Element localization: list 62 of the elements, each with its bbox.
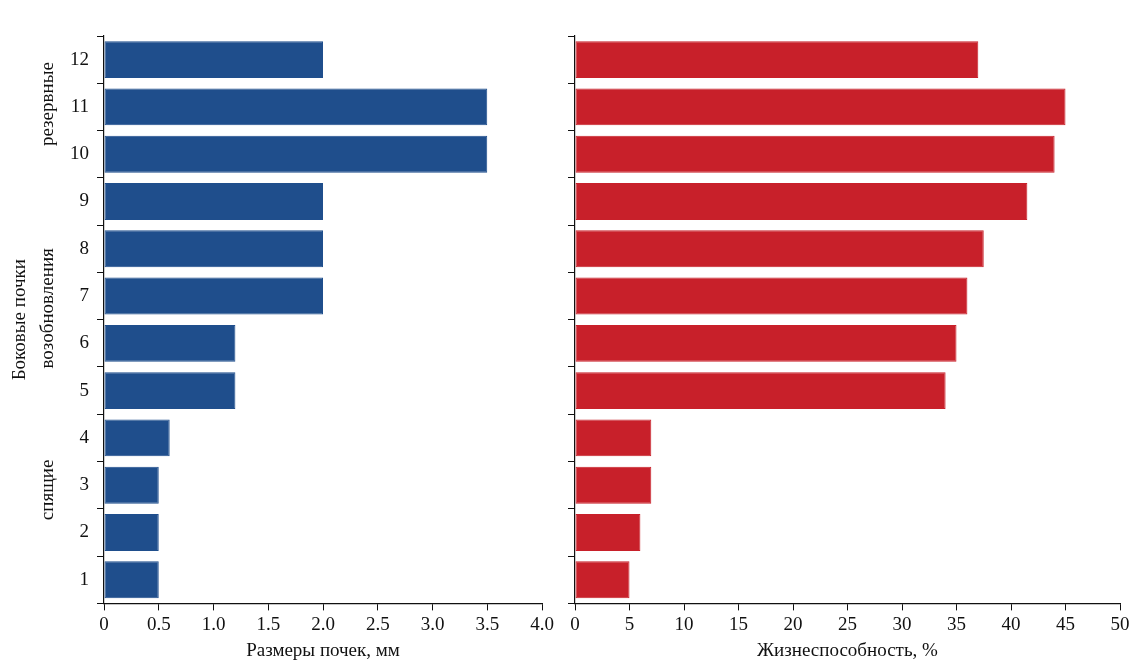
- bar: [575, 277, 968, 315]
- x-tick-label: 40: [1001, 612, 1021, 634]
- bar: [104, 466, 159, 504]
- x-tick-label: 5: [624, 612, 635, 634]
- x-tick-label: 3.5: [475, 612, 500, 634]
- x-tick-label: 35: [947, 612, 966, 634]
- x-tick-label: 1.5: [256, 612, 281, 634]
- bar: [575, 41, 979, 79]
- y-tick-label: 1: [79, 567, 89, 589]
- bar: [104, 88, 488, 126]
- x-tick-label: 15: [729, 612, 748, 634]
- bar: [575, 419, 652, 457]
- x-tick-label: 0.5: [146, 612, 171, 634]
- bar: [575, 183, 1028, 220]
- x-tick-label: 10: [674, 612, 694, 634]
- x-tick-label: 0: [99, 612, 109, 634]
- y-tick-label: 9: [79, 189, 89, 211]
- x-axis-title: Жизнеспособность, %: [757, 638, 939, 660]
- bar: [104, 514, 159, 551]
- x-tick-label: 2.0: [311, 612, 335, 634]
- text: резервные: [35, 62, 57, 147]
- bar: [104, 135, 488, 173]
- bar: [575, 466, 652, 504]
- bar: [575, 230, 984, 268]
- y-tick-label: 8: [79, 236, 89, 258]
- y-tick-label: 10: [70, 142, 89, 164]
- bar: [575, 324, 957, 362]
- bar: [575, 88, 1066, 126]
- bar: [104, 277, 323, 315]
- x-tick-label: 30: [892, 612, 912, 634]
- x-tick-label: 3.0: [420, 612, 445, 634]
- y-tick-label: 4: [79, 425, 90, 447]
- y-tick-label: 12: [70, 47, 89, 69]
- y-tick-label: 7: [79, 284, 89, 306]
- x-tick-label: 50: [1110, 612, 1130, 634]
- text: возобновления: [35, 247, 57, 369]
- bar: [104, 324, 236, 362]
- bar: [104, 230, 323, 268]
- y-tick-label: 11: [70, 94, 89, 116]
- x-tick-label: 45: [1056, 612, 1075, 634]
- bar: [575, 514, 641, 551]
- x-tick-label: 2.5: [365, 612, 390, 634]
- bar: [575, 561, 630, 599]
- y-tick-label: 6: [79, 331, 89, 353]
- y-tick-label: 2: [79, 520, 89, 542]
- bar: [575, 372, 946, 410]
- y-axis-title: Боковые почки: [7, 259, 29, 381]
- y-tick-label: 3: [79, 473, 89, 495]
- bar: [104, 561, 159, 599]
- x-tick-label: 4.0: [530, 612, 554, 634]
- x-tick-label: 1.0: [201, 612, 226, 634]
- x-tick-label: 20: [783, 612, 803, 634]
- bar: [104, 419, 170, 457]
- x-axis-title: Размеры почек, мм: [246, 638, 400, 660]
- bar: [104, 372, 236, 410]
- bar: [104, 41, 323, 79]
- bar: [104, 183, 323, 220]
- x-tick-label: 25: [838, 612, 857, 634]
- bar: [575, 135, 1055, 173]
- x-tick-label: 0: [570, 612, 580, 634]
- text: спящие: [35, 459, 57, 521]
- y-tick-label: 5: [79, 378, 89, 400]
